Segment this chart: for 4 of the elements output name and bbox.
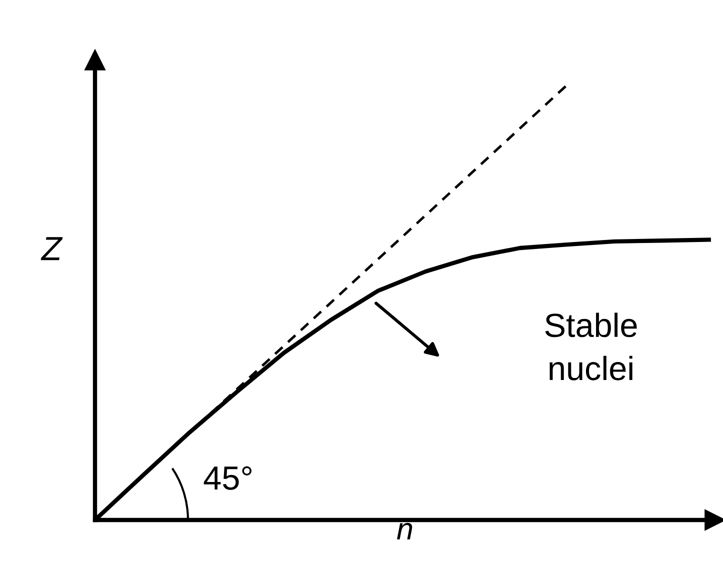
- y-axis-title: Z: [40, 237, 63, 260]
- x-axis-title: n: [397, 522, 412, 540]
- annotation: Stable nuclei: [545, 312, 637, 380]
- annotation: 45°: [204, 466, 252, 490]
